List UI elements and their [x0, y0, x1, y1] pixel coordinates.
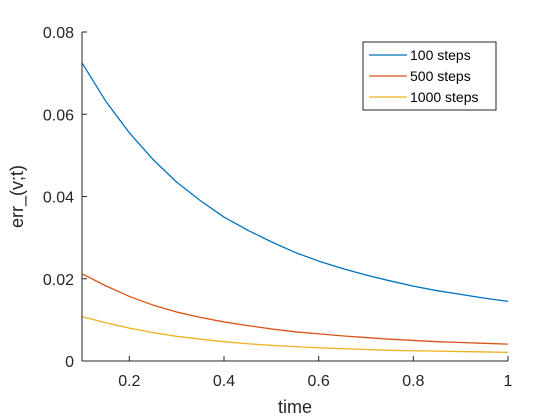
y-tick-label: 0.04 [43, 190, 74, 207]
series-line-1 [81, 62, 509, 303]
series-line-3 [81, 315, 509, 354]
y-tick-label: 0.02 [43, 272, 74, 289]
legend: 100 steps 500 steps 1000 steps [362, 41, 497, 111]
y-axis-label: err_(v;t) [7, 165, 28, 228]
y-tick-label: 0 [65, 354, 74, 371]
y-axis-ticks: 0 0.02 0.04 0.06 0.08 [43, 25, 87, 371]
legend-label-2: 500 steps [410, 68, 471, 84]
series-line-2 [81, 273, 509, 345]
x-tick-label: 0.4 [213, 373, 235, 390]
x-tick-label: 0.2 [118, 373, 140, 390]
legend-label-1: 100 steps [410, 47, 471, 63]
y-tick-label: 0.06 [43, 107, 74, 124]
x-tick-label: 1 [504, 373, 513, 390]
y-tick-label: 0.08 [43, 25, 74, 42]
legend-label-3: 1000 steps [410, 89, 479, 105]
x-axis-label: time [278, 397, 312, 417]
x-axis-ticks: 0.2 0.4 0.6 0.8 1 [118, 356, 513, 390]
x-tick-label: 0.6 [308, 373, 330, 390]
x-tick-label: 0.8 [402, 373, 424, 390]
lines-layer [81, 62, 509, 354]
